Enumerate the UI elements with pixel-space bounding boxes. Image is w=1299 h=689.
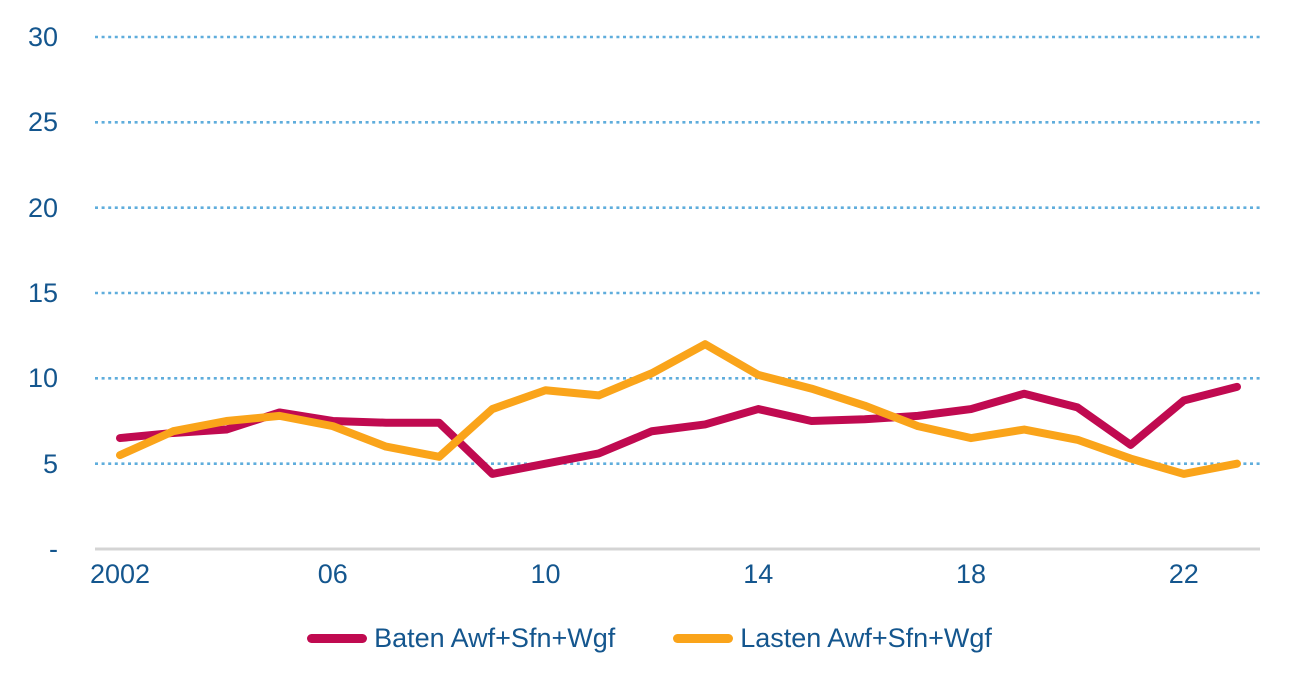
- y-tick-label-5: 5: [42, 448, 58, 479]
- x-tick-label-2002: 2002: [89, 559, 151, 589]
- legend-label-lasten: Lasten Awf+Sfn+Wgf: [740, 623, 992, 653]
- series-line-baten: [116, 382, 1241, 478]
- legend-item-baten: Baten Awf+Sfn+Wgf: [307, 623, 615, 654]
- x-tick-label-22: 22: [1168, 559, 1199, 589]
- legend-label-baten: Baten Awf+Sfn+Wgf: [374, 623, 616, 653]
- series-line-lasten: [116, 340, 1241, 478]
- x-tick-label-14: 14: [743, 559, 774, 589]
- legend-item-lasten: Lasten Awf+Sfn+Wgf: [673, 623, 992, 654]
- y-tick-label-10: 10: [27, 363, 58, 394]
- y-tick-label-15: 15: [27, 277, 58, 308]
- y-tick-label-20: 20: [27, 192, 58, 223]
- x-tick-label-06: 06: [317, 559, 348, 589]
- baten-line-swatch: [307, 634, 368, 643]
- y-tick-label-25: 25: [27, 107, 58, 138]
- x-tick-label-10: 10: [530, 559, 561, 589]
- lasten-line-swatch: [673, 634, 734, 643]
- x-tick-label-18: 18: [956, 559, 987, 589]
- y-tick-label-30: 30: [27, 21, 58, 52]
- legend: Baten Awf+Sfn+Wgf Lasten Awf+Sfn+Wgf: [0, 623, 1299, 654]
- y-tick-label--: -: [49, 534, 58, 564]
